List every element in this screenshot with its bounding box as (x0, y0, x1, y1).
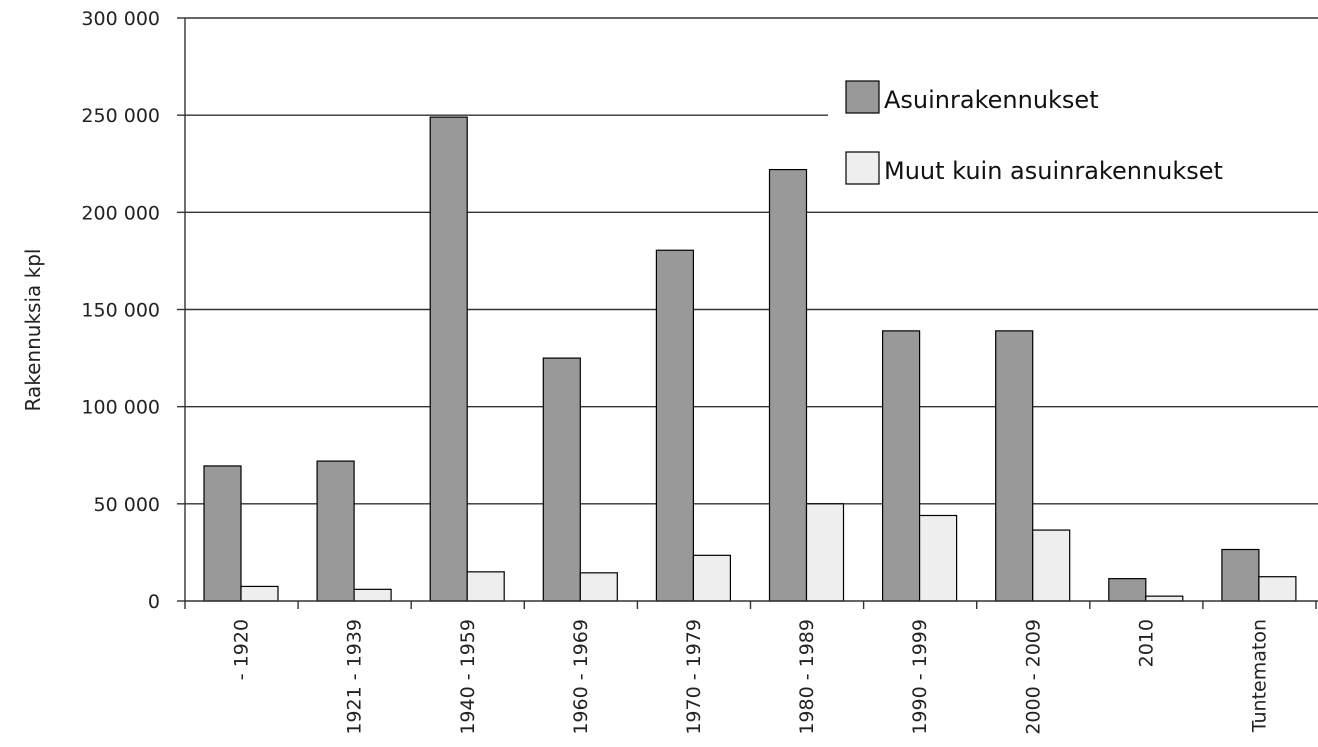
x-tick-label: 1940 - 1959 (457, 619, 479, 735)
bar-asuinrakennukset-4 (655, 249, 695, 602)
bar-asuinrakennukset-3 (542, 357, 581, 602)
bars (203, 116, 1297, 602)
y-tick-label: 100 000 (81, 397, 160, 419)
bar-muut-0 (240, 585, 279, 602)
bar-muut-7 (1032, 529, 1071, 602)
legend-background (828, 62, 1318, 202)
bar-muut-6 (918, 514, 958, 602)
y-tick-label: 300 000 (81, 8, 160, 30)
bar-asuinrakennukset-0 (203, 465, 242, 602)
x-tick-label: 2010 (1135, 619, 1157, 667)
bar-muut-9 (1258, 576, 1297, 602)
y-tick-label: 150 000 (81, 300, 160, 322)
legend-swatch-muut (845, 151, 880, 185)
x-tick-label: 2000 - 2009 (1022, 619, 1044, 735)
axes (184, 18, 1318, 602)
y-axis-ticks: 0 50 000 100 000 150 000 200 000 250 000 300 0… (81, 8, 185, 613)
x-tick-label: Tuntematon (1248, 619, 1270, 733)
bar-asuinrakennukset-8 (1108, 578, 1147, 602)
legend-swatch-asuinrakennukset (845, 80, 880, 114)
bar-asuinrakennukset-1 (316, 460, 355, 602)
bar-asuinrakennukset-2 (429, 116, 468, 602)
bar-muut-1 (353, 588, 392, 602)
bar-muut-5 (805, 503, 845, 602)
y-tick-label: 200 000 (81, 202, 160, 224)
bar-asuinrakennukset-7 (995, 330, 1034, 602)
legend-label-asuinrakennukset: Asuinrakennukset (884, 86, 1099, 114)
bar-muut-4 (692, 554, 732, 602)
x-tick-label: 1990 - 1999 (909, 619, 931, 735)
y-tick-label: 250 000 (81, 105, 160, 127)
bar-asuinrakennukset-9 (1221, 548, 1260, 602)
bar-asuinrakennukset-6 (881, 330, 921, 602)
bar-muut-8 (1145, 595, 1184, 602)
x-tick-label: 1970 - 1979 (683, 619, 705, 735)
y-axis-title: Rakennuksia kpl (21, 249, 45, 412)
y-tick-label: 50 000 (94, 494, 160, 516)
x-tick-label: - 1920 (231, 619, 253, 680)
bar-asuinrakennukset-5 (768, 168, 808, 602)
x-tick-label: 1980 - 1989 (796, 619, 818, 735)
x-axis-ticks: - 1920 1921 - 1939 1940 - 1959 1960 - 1969 1… (184, 601, 1317, 735)
bar-muut-2 (466, 571, 505, 602)
x-tick-label: 1921 - 1939 (344, 619, 366, 735)
grid-lines (185, 17, 1318, 505)
legend-label-muut: Muut kuin asuinrakennukset (884, 157, 1223, 185)
y-tick-label: 0 (148, 591, 160, 613)
x-tick-label: 1960 - 1969 (570, 619, 592, 735)
legend: Asuinrakennukset Muut kuin asuinrakennuk… (828, 62, 1318, 202)
bar-muut-3 (579, 572, 618, 602)
